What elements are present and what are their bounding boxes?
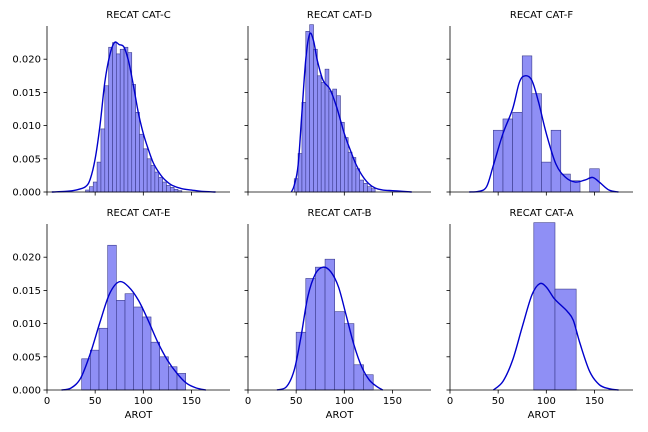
x-axis-label: AROT <box>326 410 355 421</box>
panel-2: RECAT CAT-D <box>244 10 431 196</box>
x-tick-label: 100 <box>134 396 153 407</box>
histogram-bar <box>116 300 126 391</box>
histogram-bar <box>150 341 160 391</box>
x-axis-label: AROT <box>125 410 154 421</box>
histogram-bar <box>98 327 108 391</box>
histogram-bar <box>100 128 106 193</box>
histogram-bar <box>112 42 117 193</box>
y-tick-label: 0.020 <box>12 55 41 66</box>
histogram-bar <box>320 82 326 193</box>
panel-6: RECAT CAT-A 0 50 100 150 AROT <box>446 208 633 421</box>
histogram-bar <box>305 278 316 391</box>
panel-title: RECAT CAT-E <box>107 208 171 219</box>
histogram-bar <box>154 171 160 193</box>
x-tick-label: 100 <box>335 396 354 407</box>
histogram-bar <box>159 356 169 391</box>
panel-title: RECAT CAT-C <box>106 10 170 21</box>
histogram-bar <box>367 186 372 193</box>
histogram-bar <box>119 48 125 193</box>
histogram-bar <box>92 181 98 193</box>
histogram-bar <box>89 186 94 193</box>
histogram-bar <box>166 185 171 193</box>
histogram-bar <box>363 183 368 193</box>
histogram-bar <box>315 266 326 391</box>
histogram-bar <box>143 148 148 193</box>
histogram-bar <box>131 84 136 193</box>
x-tick-label: 50 <box>290 396 303 407</box>
histogram-bar <box>123 46 129 193</box>
x-tick-label: 0 <box>44 396 50 407</box>
x-tick-label: 150 <box>383 396 402 407</box>
x-axis-label: AROT <box>528 410 557 421</box>
panel-title: RECAT CAT-F <box>510 10 573 21</box>
histogram-bar <box>309 24 314 193</box>
histogram-bar <box>150 165 156 193</box>
x-tick-label: 100 <box>537 396 556 407</box>
histogram-bar <box>169 187 175 193</box>
x-tick-label: 0 <box>245 396 251 407</box>
histogram-bar <box>533 222 556 391</box>
y-tick-label: 0.005 <box>12 352 41 363</box>
x-tick-label: 50 <box>89 396 102 407</box>
histogram-bar <box>90 349 100 391</box>
kde-curve <box>492 282 619 391</box>
kde-curve <box>61 280 207 391</box>
x-tick-label: 150 <box>182 396 201 407</box>
histogram-bar <box>146 158 152 193</box>
y-tick-label: 0.020 <box>12 253 41 264</box>
histogram-bar <box>168 366 178 391</box>
histogram-bar <box>317 75 322 193</box>
x-tick-label: 50 <box>492 396 505 407</box>
histogram-bar <box>104 85 109 193</box>
histogram-bar <box>107 244 117 391</box>
histogram-bar <box>139 133 144 193</box>
histogram-bar <box>135 112 140 193</box>
kde-curve <box>51 41 216 193</box>
histogram-bar <box>359 179 364 193</box>
histogram-bar <box>108 46 113 193</box>
y-tick-label: 0.010 <box>12 319 41 330</box>
histogram-bar <box>512 112 523 193</box>
histogram-bar <box>554 288 577 391</box>
y-tick-label: 0.000 <box>12 188 41 199</box>
kde-curve <box>469 75 619 193</box>
panel-title: RECAT CAT-A <box>509 208 573 219</box>
histogram-bar <box>313 48 318 193</box>
histogram-bar <box>324 258 335 391</box>
panel-1: RECAT CAT-C 0.000 0.005 0.010 0.015 0.020 <box>12 10 230 199</box>
histogram-bar <box>142 316 152 391</box>
panel-5: RECAT CAT-B 0 50 100 150 AROT <box>244 208 431 421</box>
histogram-bar <box>550 129 562 193</box>
kde-curve <box>276 266 384 391</box>
histogram-bar <box>370 188 376 193</box>
y-tick-label: 0.015 <box>12 286 41 297</box>
histogram-bar <box>328 90 334 193</box>
histogram-bar <box>344 323 355 391</box>
panel-title: RECAT CAT-B <box>308 208 372 219</box>
histogram-bar <box>334 311 345 391</box>
y-tick-label: 0.005 <box>12 154 41 165</box>
panel-3: RECAT CAT-F <box>446 10 633 196</box>
y-tick-label: 0.010 <box>12 121 41 132</box>
x-tick-label: 150 <box>585 396 604 407</box>
histogram-bar <box>133 306 143 391</box>
histogram-bar <box>295 331 307 391</box>
histogram-bar <box>344 137 349 193</box>
histogram-bar <box>158 177 163 193</box>
y-tick-label: 0.015 <box>12 88 41 99</box>
histogram-bar <box>355 168 361 193</box>
histogram-bar <box>541 161 552 193</box>
histogram-bar <box>162 181 167 193</box>
histogram-bar <box>96 161 102 193</box>
panel-4: RECAT CAT-E 0.000 0.005 0.010 0.015 0.020 0 50 1… <box>12 208 230 421</box>
histogram-bar <box>301 102 307 193</box>
x-tick-label: 0 <box>447 396 453 407</box>
histogram-bar <box>124 293 134 391</box>
kde-curve <box>290 32 412 193</box>
histogram-bar <box>347 151 353 193</box>
panel-title: RECAT CAT-D <box>307 10 372 21</box>
histogram-bar <box>116 53 121 193</box>
y-tick-label: 0.000 <box>12 386 41 397</box>
